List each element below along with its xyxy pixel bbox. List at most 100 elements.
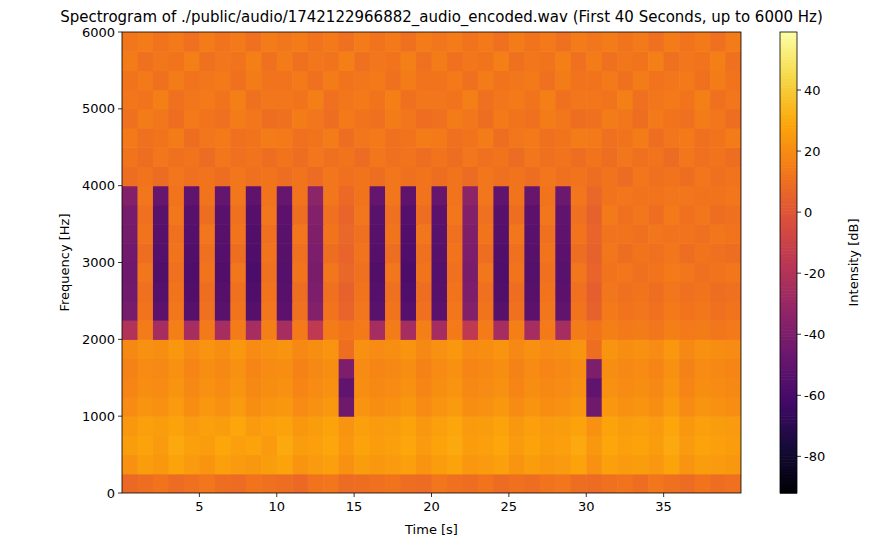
cell xyxy=(555,70,571,90)
cell xyxy=(215,32,231,52)
cell xyxy=(385,70,401,90)
colorbar-tick-label: -80 xyxy=(804,449,825,464)
cell xyxy=(246,166,262,186)
cell xyxy=(726,435,741,455)
cell xyxy=(308,397,324,417)
cell xyxy=(122,224,138,244)
cell xyxy=(648,32,664,52)
cell xyxy=(571,32,587,52)
cell xyxy=(323,243,339,263)
cell xyxy=(215,397,231,417)
cell xyxy=(122,301,138,321)
cell xyxy=(524,282,540,302)
x-tick xyxy=(586,493,587,497)
cell xyxy=(215,243,231,263)
cell xyxy=(168,90,184,110)
x-tick-label: 35 xyxy=(655,499,672,514)
cell xyxy=(168,166,184,186)
cell xyxy=(370,359,386,379)
y-tick xyxy=(118,493,122,494)
cell xyxy=(230,166,246,186)
cell xyxy=(137,128,153,148)
cell xyxy=(524,416,540,436)
cell xyxy=(633,263,649,283)
cell xyxy=(602,51,618,71)
cell xyxy=(432,90,448,110)
cell xyxy=(509,70,525,90)
cell xyxy=(432,378,448,398)
cell xyxy=(261,263,277,283)
cell xyxy=(184,147,200,167)
cell xyxy=(199,166,215,186)
cell xyxy=(137,378,153,398)
cell xyxy=(633,243,649,263)
cell xyxy=(447,339,463,359)
cell xyxy=(602,378,618,398)
cell xyxy=(493,166,509,186)
cell xyxy=(230,339,246,359)
colorbar-label: Intensity [dB] xyxy=(846,218,861,306)
cell xyxy=(292,378,308,398)
cell xyxy=(416,224,432,244)
cell xyxy=(695,416,711,436)
cell xyxy=(478,166,494,186)
cell xyxy=(493,243,509,263)
cell xyxy=(401,320,417,340)
cell xyxy=(695,397,711,417)
cell xyxy=(617,90,633,110)
cell xyxy=(602,243,618,263)
cell xyxy=(586,109,602,129)
cell xyxy=(571,359,587,379)
cell xyxy=(401,474,417,493)
cell xyxy=(401,90,417,110)
cell xyxy=(726,166,741,186)
cell xyxy=(710,301,726,321)
cell xyxy=(509,166,525,186)
x-tick-label: 5 xyxy=(195,499,203,514)
cell xyxy=(679,263,695,283)
cell xyxy=(246,109,262,129)
cell xyxy=(602,32,618,52)
cell xyxy=(416,416,432,436)
cell xyxy=(277,205,293,225)
cell xyxy=(153,339,169,359)
cell xyxy=(571,166,587,186)
cell xyxy=(184,70,200,90)
cell xyxy=(261,320,277,340)
cell xyxy=(277,435,293,455)
cell xyxy=(478,378,494,398)
cell xyxy=(416,339,432,359)
cell xyxy=(215,166,231,186)
cell xyxy=(153,320,169,340)
cell xyxy=(261,32,277,52)
cell xyxy=(354,109,370,129)
cell xyxy=(447,51,463,71)
cell xyxy=(648,378,664,398)
cell xyxy=(679,224,695,244)
cell xyxy=(493,109,509,129)
cell xyxy=(184,263,200,283)
cell xyxy=(586,90,602,110)
cell xyxy=(153,455,169,475)
cell xyxy=(462,109,478,129)
cell xyxy=(462,359,478,379)
cell xyxy=(199,243,215,263)
cell xyxy=(462,147,478,167)
colorbar-tick xyxy=(797,151,801,152)
cell xyxy=(370,339,386,359)
cell xyxy=(586,455,602,475)
cell xyxy=(215,224,231,244)
cell xyxy=(462,397,478,417)
cell xyxy=(292,455,308,475)
cell xyxy=(447,474,463,493)
cell xyxy=(664,224,680,244)
cell xyxy=(416,205,432,225)
cell xyxy=(478,339,494,359)
cell xyxy=(122,166,138,186)
cell xyxy=(401,205,417,225)
y-tick-label: 6000 xyxy=(82,25,115,40)
cell xyxy=(199,455,215,475)
cell xyxy=(726,186,741,206)
cell xyxy=(710,397,726,417)
cell xyxy=(153,70,169,90)
